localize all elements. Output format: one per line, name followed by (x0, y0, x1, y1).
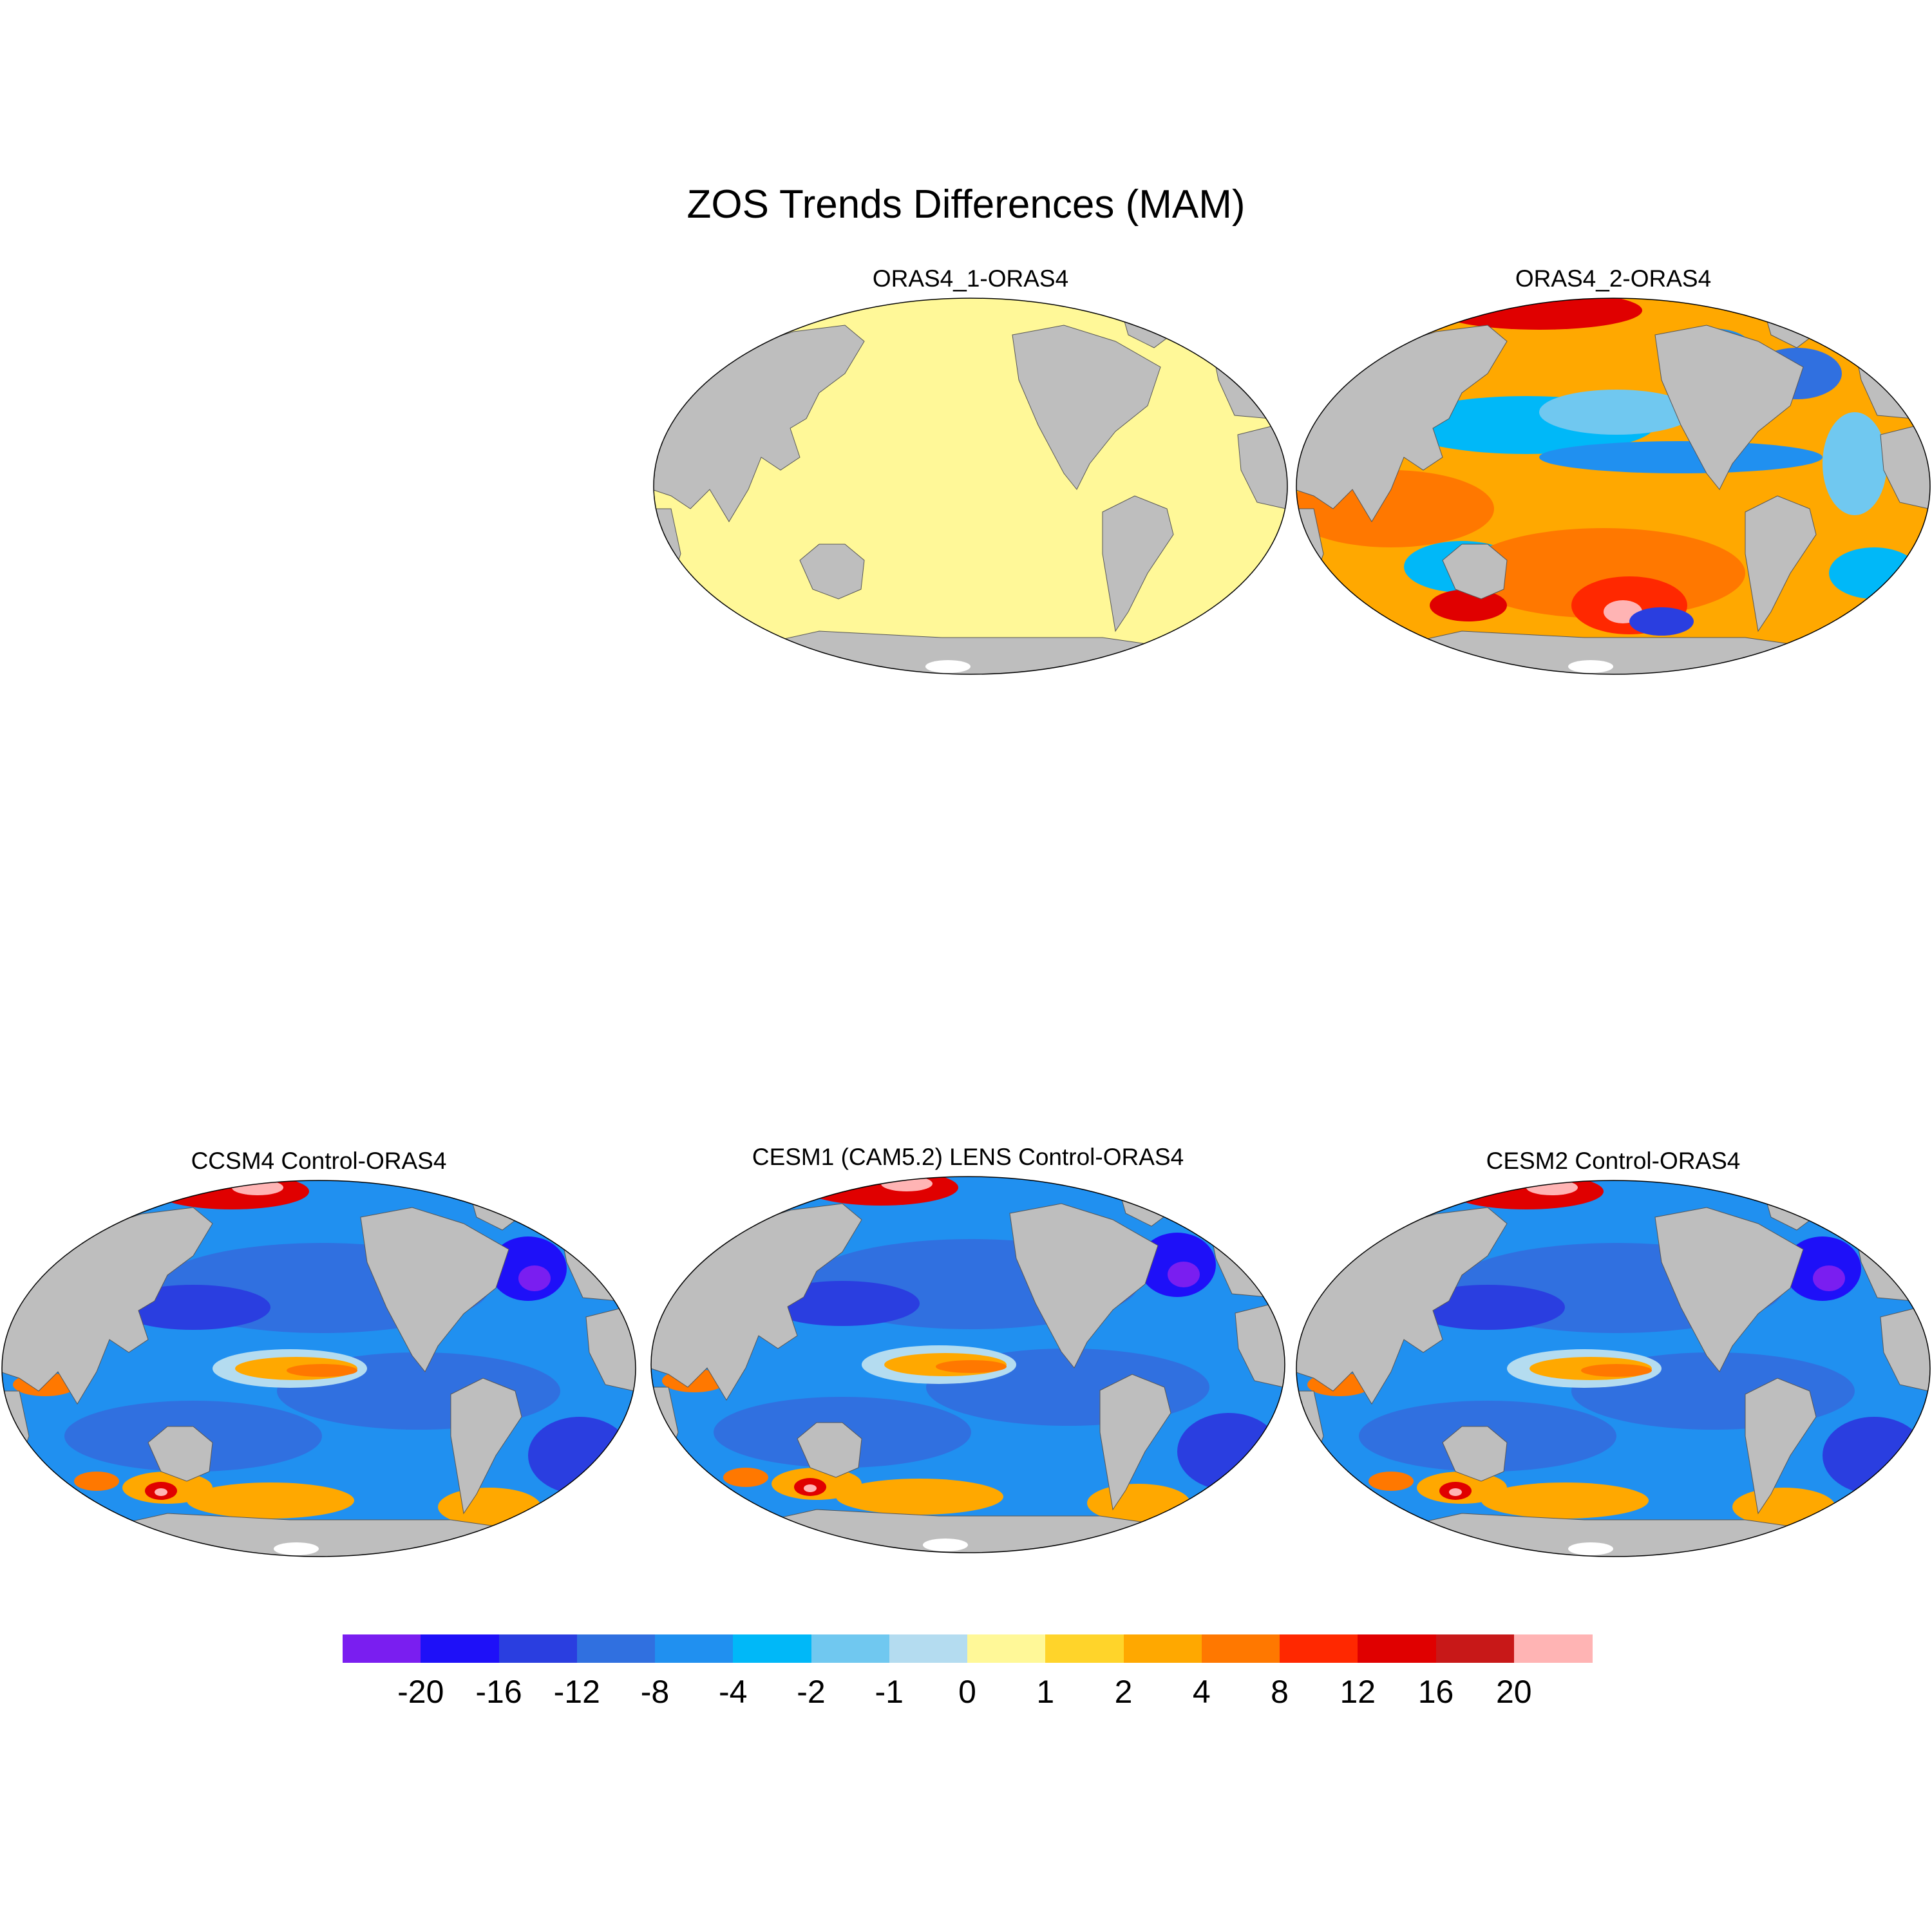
colorbar-box (1123, 1634, 1202, 1663)
ice-shelf (274, 1542, 319, 1555)
warm-anomaly (74, 1472, 119, 1491)
panel-cesm2: CESM2 Control-ORAS4 (1294, 1148, 1932, 1560)
south-america-land (1745, 495, 1817, 632)
colorbar-box (967, 1634, 1046, 1663)
australia-land (147, 1426, 213, 1482)
cool-anomaly (1539, 390, 1694, 435)
warm-anomaly (287, 1364, 357, 1377)
map-border (1296, 1180, 1931, 1557)
south-america-land (450, 1378, 522, 1515)
map-border (1, 1180, 636, 1557)
australia-land (797, 1422, 862, 1478)
map-oras4-2 (1296, 298, 1931, 675)
colorbar-tick-label: 8 (1271, 1674, 1289, 1710)
cool-anomaly (1829, 547, 1919, 599)
ice-shelf (1568, 660, 1613, 673)
colorbar-tick-label: -16 (475, 1674, 522, 1710)
colorbar-box (498, 1634, 578, 1663)
australia-land (1442, 1426, 1508, 1482)
ice-shelf (925, 660, 971, 673)
map-oras4-1 (653, 298, 1288, 675)
australia-land (799, 544, 865, 600)
warm-anomaly (936, 1360, 1007, 1373)
warm-anomaly (723, 1468, 768, 1487)
colorbar-box (421, 1634, 499, 1663)
colorbar-box (655, 1634, 734, 1663)
panel-cesm1: CESM1 (CAM5.2) LENS Control-ORAS4 (649, 1144, 1287, 1556)
north-america-land (1654, 1207, 1804, 1372)
ice-shelf (1568, 1542, 1613, 1555)
colorbar-tick-label: 20 (1495, 1674, 1532, 1710)
ice-shelf (923, 1539, 968, 1551)
colorbar-box (343, 1634, 421, 1663)
cool-anomaly (1823, 412, 1887, 515)
panel-oras4-1: ORAS4_1-ORAS4 (652, 265, 1289, 677)
colorbar-box (1045, 1634, 1124, 1663)
colorbar-box (576, 1634, 656, 1663)
colorbar-box (1201, 1634, 1280, 1663)
colorbar-tick-label: 16 (1417, 1674, 1454, 1710)
colorbar-tick-label: 4 (1192, 1674, 1211, 1710)
warm-anomaly (1581, 1364, 1652, 1377)
north-america-land (1654, 325, 1804, 490)
cool-anomaly (1823, 1417, 1926, 1494)
panel-title: CCSM4 Control-ORAS4 (191, 1148, 447, 1174)
colorbar-tick-label: -12 (553, 1674, 600, 1710)
strong-anomaly (804, 1484, 817, 1492)
colorbar-tick-label: 2 (1114, 1674, 1133, 1710)
colorbar-tick-label: -4 (719, 1674, 748, 1710)
north-america-land (1012, 325, 1161, 490)
colorbar-box (1280, 1634, 1358, 1663)
map-border (650, 1176, 1285, 1553)
colorbar-box (1358, 1634, 1436, 1663)
colorbar-tick-label: -2 (797, 1674, 826, 1710)
panel-ccsm4: CCSM4 Control-ORAS4 (0, 1148, 638, 1560)
warm-anomaly (1481, 1482, 1649, 1519)
colorbar: -20 -16 -12 -8 -4 -2 -1 0 1 2 4 8 12 16 20 (343, 1634, 1593, 1718)
warm-anomaly (1430, 589, 1507, 621)
figure-title: ZOS Trends Differences (MAM) (687, 182, 1245, 227)
colorbar-tick-label: 0 (958, 1674, 976, 1710)
south-america-land (1102, 495, 1174, 632)
colorbar-tick-label: -8 (640, 1674, 670, 1710)
colorbar-tick-label: 1 (1036, 1674, 1055, 1710)
australia-land (1442, 544, 1508, 600)
cool-anomaly (1168, 1262, 1200, 1287)
cool-anomaly (1539, 441, 1823, 473)
colorbar-tick-label: -20 (397, 1674, 444, 1710)
panel-title: CESM2 Control-ORAS4 (1486, 1148, 1741, 1174)
warm-anomaly (836, 1479, 1003, 1515)
panel-title: ORAS4_2-ORAS4 (1515, 265, 1712, 292)
colorbar-box (733, 1634, 811, 1663)
cool-anomaly (1813, 1265, 1845, 1291)
map-cesm1 (650, 1176, 1285, 1553)
colorbar-box (811, 1634, 890, 1663)
panel-oras4-2: ORAS4_2-ORAS4 (1294, 265, 1932, 677)
cool-anomaly (528, 1417, 631, 1494)
warm-anomaly (187, 1482, 354, 1519)
south-america-land (1099, 1374, 1171, 1511)
map-cesm2 (1296, 1180, 1931, 1557)
map-border (1296, 298, 1931, 675)
panel-title: CESM1 (CAM5.2) LENS Control-ORAS4 (752, 1144, 1184, 1170)
warm-anomaly (1368, 1472, 1414, 1491)
colorbar-box (1435, 1634, 1515, 1663)
cool-anomaly (518, 1265, 551, 1291)
cool-anomaly (1629, 607, 1694, 636)
strong-anomaly (1449, 1488, 1462, 1496)
panel-title: ORAS4_1-ORAS4 (872, 265, 1069, 292)
cool-anomaly (1177, 1413, 1280, 1490)
colorbar-box (1513, 1634, 1593, 1663)
map-ccsm4 (1, 1180, 636, 1557)
map-border (653, 298, 1288, 675)
south-america-land (1745, 1378, 1817, 1515)
colorbar-tick-label: 12 (1340, 1674, 1376, 1710)
north-america-land (1009, 1203, 1159, 1368)
colorbar-tick-label: -1 (875, 1674, 904, 1710)
strong-anomaly (155, 1488, 167, 1496)
colorbar-box (889, 1634, 968, 1663)
north-america-land (360, 1207, 509, 1372)
